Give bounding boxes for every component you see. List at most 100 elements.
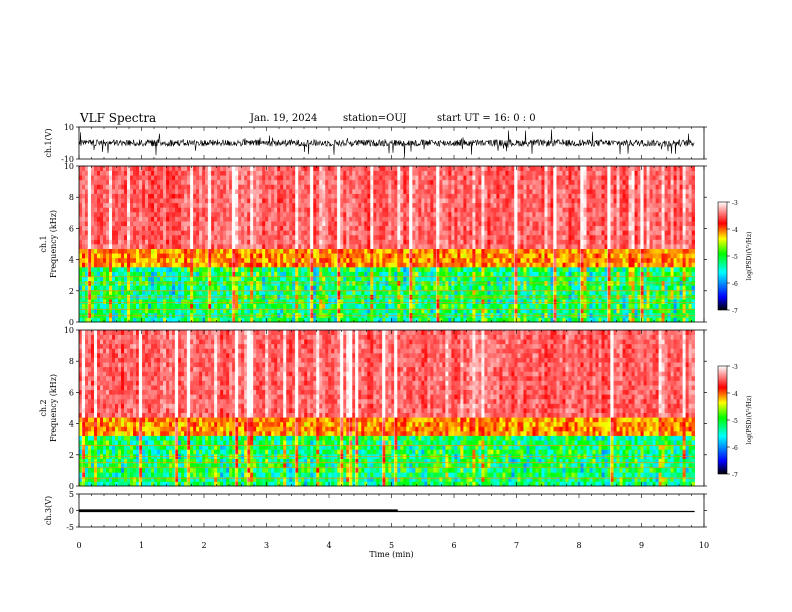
spectrogram-cell bbox=[496, 312, 500, 318]
spectrogram-cell bbox=[400, 221, 404, 227]
spectrogram-cell bbox=[352, 188, 356, 194]
spectrogram-cell bbox=[349, 266, 353, 272]
spectrogram-cell bbox=[430, 211, 434, 217]
spectrogram-cell bbox=[466, 303, 470, 309]
spectrogram-cell bbox=[265, 271, 269, 277]
spectrogram-cell bbox=[454, 202, 458, 208]
spectrogram-cell bbox=[493, 184, 497, 190]
spectrogram-cell bbox=[385, 262, 389, 268]
spectrogram-cell bbox=[499, 166, 503, 171]
spectrogram-cell bbox=[277, 170, 281, 176]
spectrogram-cell bbox=[433, 170, 437, 176]
spectrogram-cell bbox=[190, 179, 194, 185]
spectrogram-cell bbox=[127, 285, 131, 291]
spectrogram-cell bbox=[466, 211, 470, 217]
spectrogram-cell bbox=[157, 308, 161, 314]
spectrogram-cell bbox=[337, 312, 341, 318]
spectrogram-cell bbox=[412, 253, 416, 259]
spectrogram-cell bbox=[190, 285, 194, 291]
spectrogram-cell bbox=[232, 170, 236, 176]
spectrogram-cell bbox=[367, 303, 371, 309]
spectrogram-cell bbox=[235, 308, 239, 314]
spectrogram-cell bbox=[391, 244, 395, 249]
spectrogram-cell bbox=[439, 299, 443, 305]
spectrogram-cell bbox=[481, 211, 485, 217]
spectrogram-cell bbox=[106, 179, 110, 185]
spectrogram-cell bbox=[436, 271, 440, 277]
spectrogram-cell bbox=[244, 239, 248, 245]
spectrogram-cell bbox=[421, 175, 425, 181]
spectrogram-cell bbox=[325, 253, 329, 259]
spectrogram-cell bbox=[388, 266, 392, 272]
spectrogram-cell bbox=[514, 216, 518, 222]
spectrogram-cell bbox=[439, 216, 443, 222]
spectrogram-cell bbox=[79, 198, 83, 204]
spectrogram-cell bbox=[424, 216, 428, 222]
spectrogram-cell bbox=[511, 308, 515, 314]
spectrogram-cell bbox=[112, 266, 116, 272]
spectrogram-cell bbox=[265, 175, 269, 181]
spectrogram-cell bbox=[349, 230, 353, 236]
spectrogram-cell bbox=[391, 239, 395, 245]
spectrogram-cell bbox=[85, 207, 89, 213]
spectrogram-cell bbox=[385, 234, 389, 240]
spectrogram-cell bbox=[373, 299, 377, 305]
spectrogram-cell bbox=[214, 234, 218, 240]
station-label: station=OUJ bbox=[343, 113, 407, 124]
spectrogram-cell bbox=[334, 216, 338, 222]
spectrogram-cell bbox=[139, 216, 143, 222]
spectrogram-cell bbox=[376, 299, 380, 305]
spectrogram-cell bbox=[445, 225, 449, 231]
spectrogram-cell bbox=[466, 257, 470, 263]
spectrogram-cell bbox=[94, 303, 98, 309]
spectrogram-cell bbox=[286, 262, 290, 268]
spectrogram-cell bbox=[310, 184, 314, 190]
spectrogram-cell bbox=[376, 170, 380, 176]
spectrogram-cell bbox=[133, 253, 137, 259]
spectrogram-cell bbox=[406, 248, 410, 254]
spectrogram-cell bbox=[451, 207, 455, 213]
spectrogram-cell bbox=[403, 303, 407, 309]
spectrogram-cell bbox=[505, 248, 509, 254]
spectrogram-cell bbox=[256, 285, 260, 291]
spectrogram-cell bbox=[208, 285, 212, 291]
spectrogram-cell bbox=[451, 248, 455, 254]
spectrogram-cell bbox=[235, 211, 239, 217]
spectrogram-cell bbox=[385, 317, 389, 323]
spectrogram-cell bbox=[193, 248, 197, 254]
spectrogram-cell bbox=[160, 289, 164, 295]
spectrogram-cell bbox=[103, 175, 107, 181]
spectrogram-cell bbox=[199, 211, 203, 217]
spectrogram-cell bbox=[433, 207, 437, 213]
spectrogram-cell bbox=[157, 266, 161, 272]
spectrogram-cell bbox=[274, 289, 278, 295]
spectrogram-cell bbox=[433, 289, 437, 295]
spectrogram-cell bbox=[454, 248, 458, 254]
spectrogram-cell bbox=[163, 303, 167, 309]
spectrogram-cell bbox=[493, 188, 497, 194]
spectrogram-cell bbox=[88, 188, 92, 194]
spectrogram-cell bbox=[238, 216, 242, 222]
spectrogram-cell bbox=[373, 175, 377, 181]
spectrogram-cell bbox=[466, 248, 470, 254]
spectrogram-cell bbox=[220, 257, 224, 263]
spectrogram-cell bbox=[340, 179, 344, 185]
spectrogram-cell bbox=[469, 225, 473, 231]
spectrogram-cell bbox=[442, 303, 446, 309]
spectrogram-cell bbox=[205, 303, 209, 309]
spectrogram-cell bbox=[205, 225, 209, 231]
spectrogram-cell bbox=[445, 266, 449, 272]
spectrogram-cell bbox=[319, 239, 323, 245]
spectrogram-cell bbox=[184, 253, 188, 259]
spectrogram-cell bbox=[379, 211, 383, 217]
spectrogram-cell bbox=[334, 188, 338, 194]
spectrogram-cell bbox=[154, 179, 158, 185]
spectrogram-cell bbox=[91, 317, 95, 323]
spectrogram-cell bbox=[166, 262, 170, 268]
spectrogram-cell bbox=[499, 216, 503, 222]
spectrogram-cell bbox=[229, 299, 233, 305]
spectrogram-cell bbox=[280, 276, 284, 282]
spectrogram-cell bbox=[172, 285, 176, 291]
spectrogram-cell bbox=[463, 211, 467, 217]
spectrogram-cell bbox=[145, 188, 149, 194]
